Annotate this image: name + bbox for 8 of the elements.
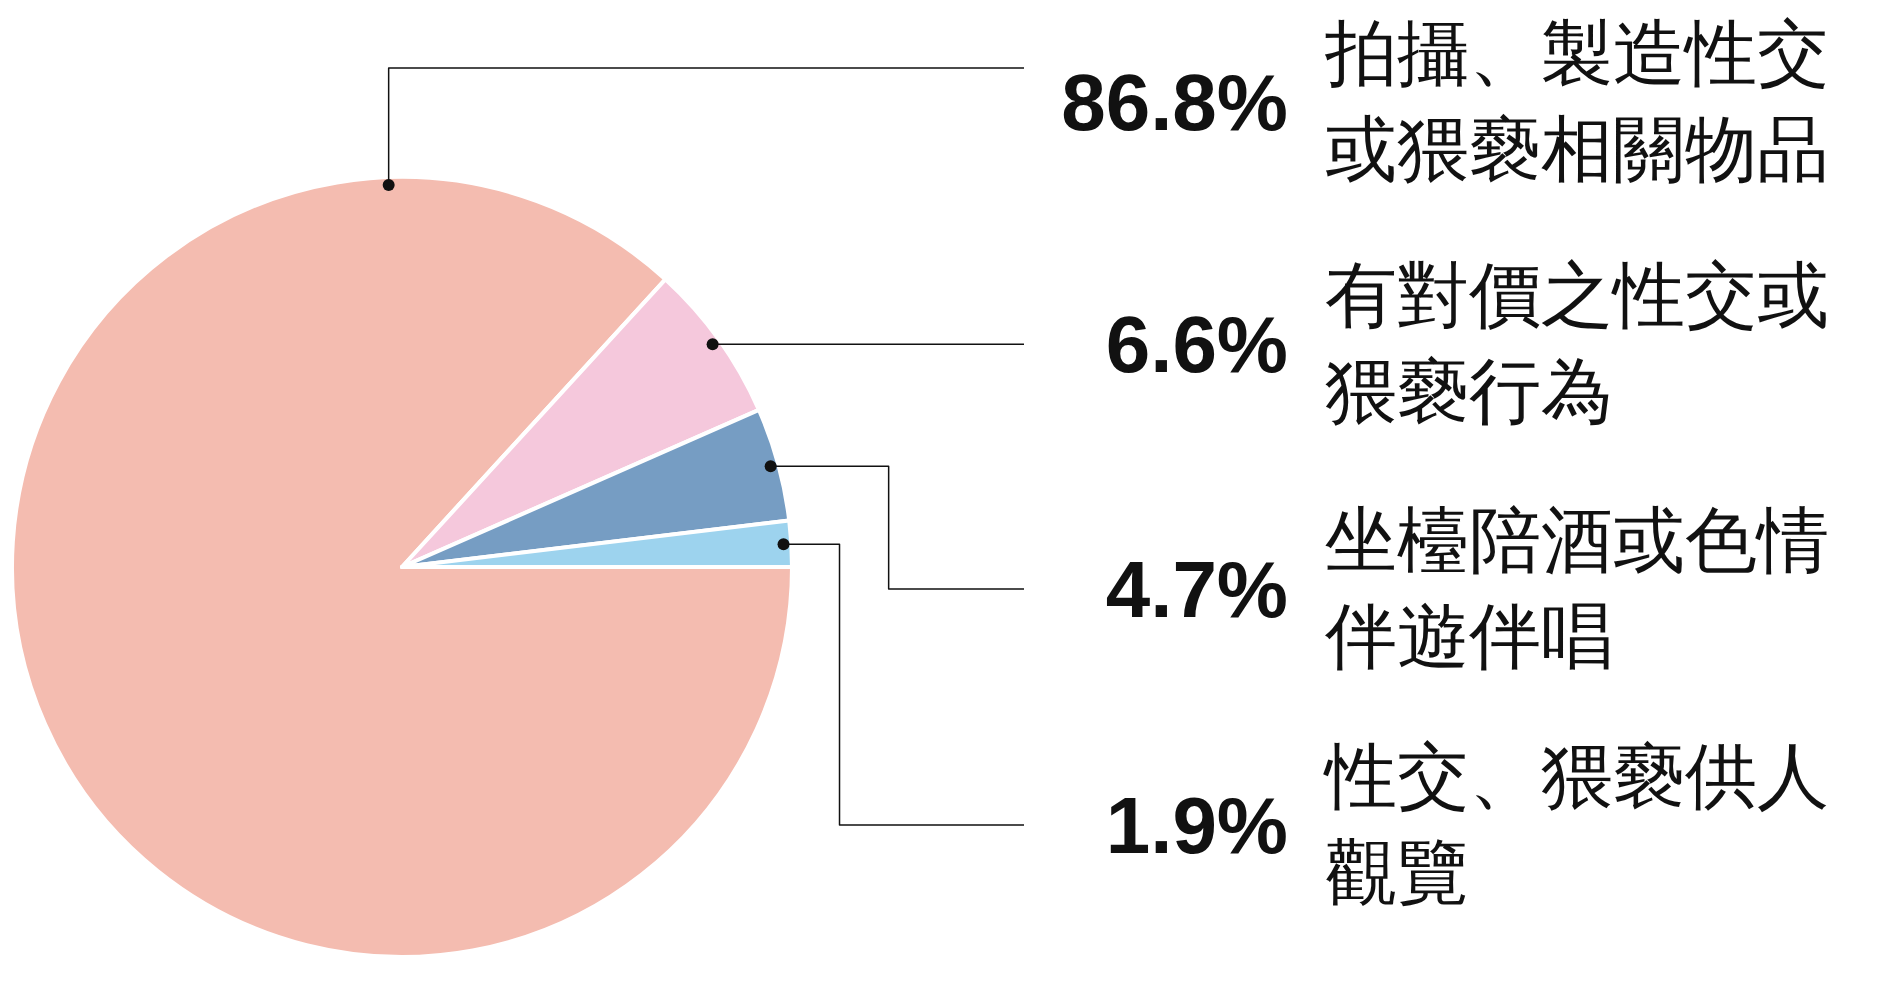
data-label: 4.7% (1105, 545, 1288, 634)
data-label: 86.8% (1061, 58, 1288, 147)
slice-label: 性交、猥褻供人觀覽 (1323, 734, 1829, 914)
slice-label: 坐檯陪酒或色情伴遊伴唱 (1325, 498, 1829, 678)
slice-label: 拍攝、製造性交或猥褻相關物品 (1324, 11, 1829, 191)
slice-label: 有對價之性交或猥褻行為 (1325, 253, 1829, 434)
data-label: 1.9% (1105, 781, 1288, 870)
data-label: 6.6% (1105, 300, 1288, 390)
